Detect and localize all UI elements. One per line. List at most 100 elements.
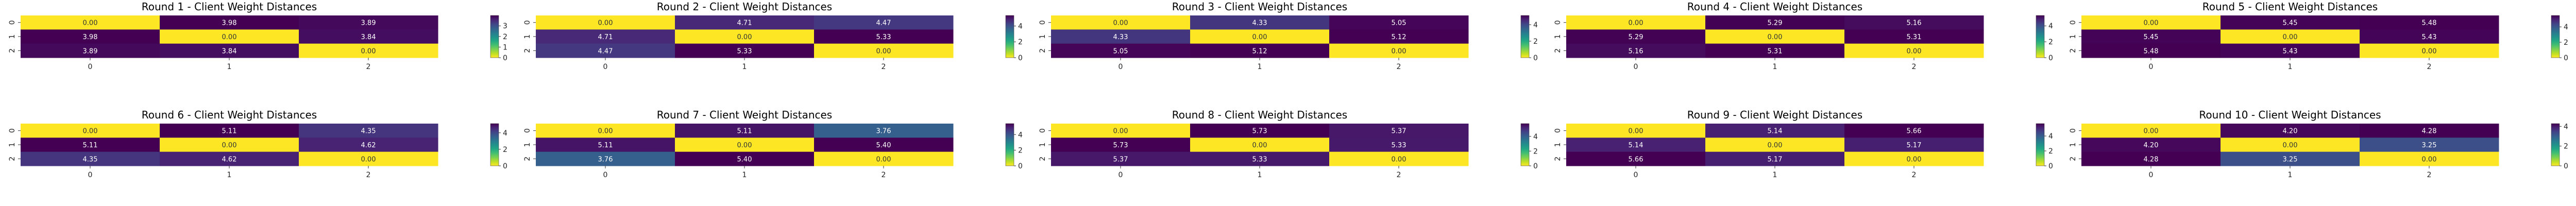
y-tick-label: 1 [523, 143, 532, 147]
heatmap-title: Round 5 - Client Weight Distances [2202, 1, 2378, 13]
colorbar-tick-label: 0 [2564, 54, 2568, 62]
heatmap-cell [2081, 138, 2221, 152]
heatmap-title: Round 2 - Client Weight Distances [657, 1, 832, 13]
y-tick-label: 0 [2069, 20, 2077, 25]
x-tick-label: 2 [882, 63, 886, 71]
colorbar-tick-label: 0 [2564, 162, 2568, 170]
x-tick-label: 0 [88, 63, 93, 71]
cell-value-label: 3.76 [876, 128, 891, 135]
heatmap-cell [2081, 15, 2221, 30]
y-tick-label: 0 [2069, 128, 2077, 133]
heatmap-cell [2221, 29, 2360, 44]
colorbar-tick-label: 4 [1018, 22, 1023, 30]
cell-value-label: 0.00 [1768, 33, 1783, 41]
y-tick-label: 0 [523, 20, 532, 25]
cell-value-label: 0.00 [2422, 47, 2437, 55]
heatmap-cell [1566, 124, 1706, 138]
y-tick-label: 0 [8, 20, 16, 25]
heatmap-cell [814, 43, 954, 58]
heatmap-cell [1190, 124, 1330, 138]
heatmap-cell [536, 124, 675, 138]
cell-value-label: 5.12 [1252, 47, 1267, 55]
x-tick-label: 1 [2288, 171, 2293, 179]
heatmap-cell [1190, 15, 1330, 30]
heatmap-cell [21, 15, 160, 30]
x-tick-label: 1 [1258, 171, 1262, 179]
cell-value-label: 4.20 [2283, 128, 2298, 135]
heatmap-panel: Round 9 - Client Weight Distances 0.00 5.1… [1554, 109, 2053, 179]
y-tick-label: 1 [1554, 143, 1562, 147]
cell-value-label: 4.33 [1113, 33, 1128, 41]
x-tick-label: 2 [2427, 171, 2432, 179]
y-tick-label: 2 [8, 48, 16, 53]
cell-value-label: 5.31 [1768, 47, 1783, 55]
cell-value-label: 4.28 [2144, 156, 2159, 163]
y-tick-label: 1 [8, 35, 16, 39]
heatmap-cell [160, 43, 299, 58]
y-tick-label: 1 [1039, 35, 1047, 39]
colorbar-tick-label: 2 [1018, 147, 1023, 155]
cell-value-label: 0.00 [1113, 128, 1128, 135]
heatmap-cell [2360, 29, 2499, 44]
heatmap-cell [2360, 43, 2499, 58]
heatmap-cell [1190, 151, 1330, 166]
cell-value-label: 5.17 [1907, 142, 1922, 149]
cell-value-label: 5.17 [1768, 156, 1783, 163]
heatmap-cell [1844, 15, 1984, 30]
heatmap-cell [299, 151, 438, 166]
colorbar-tick-label: 4 [1018, 131, 1023, 139]
y-tick-label: 1 [1039, 143, 1047, 147]
y-tick-label: 1 [523, 35, 532, 39]
cell-value-label: 5.11 [737, 128, 752, 135]
cell-value-label: 0.00 [1768, 142, 1783, 149]
cell-value-label: 5.43 [2283, 47, 2298, 55]
cell-value-label: 5.45 [2144, 33, 2159, 41]
cell-value-label: 5.73 [1113, 142, 1128, 149]
y-tick-label: 0 [1039, 20, 1047, 25]
heatmap-cell [1844, 151, 1984, 166]
cell-value-label: 4.71 [598, 33, 613, 41]
colorbar [1520, 15, 1530, 58]
colorbar-tick-label: 4 [2564, 123, 2568, 131]
heatmap-panel: Round 7 - Client Weight Distances 0.00 5.1… [523, 109, 1023, 179]
x-tick-label: 1 [227, 63, 232, 71]
cell-value-label: 5.12 [1392, 33, 1406, 41]
cell-value-label: 5.16 [1907, 20, 1922, 27]
x-tick-label: 2 [366, 63, 371, 71]
x-tick-label: 1 [1773, 171, 1777, 179]
heatmap-cell [1329, 138, 1469, 152]
cell-value-label: 4.33 [1252, 20, 1267, 27]
heatmap-panel: Round 8 - Client Weight Distances 0.00 5.7… [1039, 109, 1538, 179]
heatmap-cell [1566, 43, 1706, 58]
heatmap-cell [1051, 43, 1191, 58]
cell-value-label: 3.25 [2283, 156, 2298, 163]
colorbar [2036, 123, 2045, 166]
cell-value-label: 5.40 [876, 142, 891, 149]
x-tick-label: 0 [1634, 63, 1638, 71]
heatmap-cell [675, 138, 815, 152]
heatmap-cell [1566, 15, 1706, 30]
cell-value-label: 0.00 [1907, 156, 1922, 163]
x-tick-label: 2 [1912, 63, 1917, 71]
cell-value-label: 4.35 [83, 156, 98, 163]
cell-value-label: 0.00 [1113, 20, 1128, 27]
cell-value-label: 5.48 [2144, 47, 2159, 55]
colorbar-tick-label: 0 [1018, 54, 1023, 62]
cell-value-label: 5.31 [1907, 33, 1922, 41]
cell-value-label: 5.40 [737, 156, 752, 163]
heatmap-cell [21, 138, 160, 152]
heatmap-cell [1844, 29, 1984, 44]
colorbar-tick-label: 4 [503, 129, 507, 138]
colorbar-tick-label: 2 [2564, 143, 2568, 151]
cell-value-label: 5.11 [83, 142, 98, 149]
heatmap-cell [814, 29, 954, 44]
heatmap-panel: Round 5 - Client Weight Distances 0.00 5.4… [2069, 1, 2568, 71]
y-tick-label: 1 [1554, 35, 1562, 39]
cell-value-label: 5.05 [1113, 47, 1128, 55]
y-tick-label: 2 [1554, 48, 1562, 53]
heatmap-cell [2221, 15, 2360, 30]
heatmap-cell [1329, 15, 1469, 30]
heatmap-panel: Round 3 - Client Weight Distances 0.00 4.3… [1039, 1, 1538, 71]
heatmap-cell [2221, 124, 2360, 138]
